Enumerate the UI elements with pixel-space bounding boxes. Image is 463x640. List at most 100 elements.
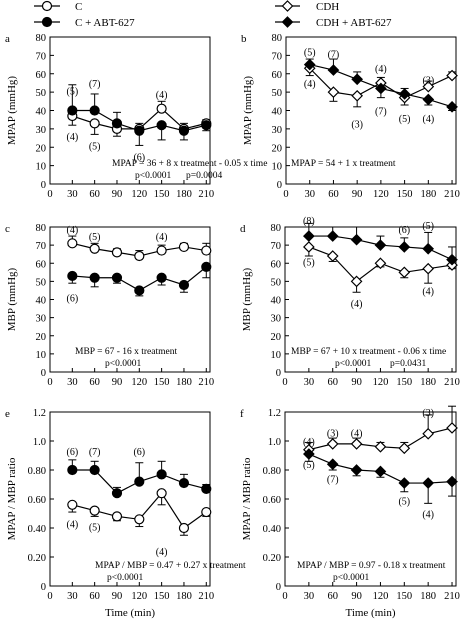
n-annotation: (5)	[66, 86, 78, 97]
n-annotation: (7)	[328, 50, 340, 61]
y-tick-label: 30	[272, 125, 283, 136]
data-point	[134, 285, 145, 296]
data-point	[111, 488, 123, 499]
panel-e: e 0 0.20 0.40 0.60 0.80 1.0 1.2 0 30 60 90 120 150 180…	[5, 408, 246, 619]
y-tick-label: 20	[271, 332, 282, 343]
p-value: p=0.0431	[390, 359, 426, 369]
data-point	[89, 105, 100, 116]
y-tick-label: 0	[41, 368, 46, 379]
n-annotation: (4)	[303, 437, 315, 448]
y-tick-label: 80	[36, 223, 47, 234]
y-tick-label: 40	[36, 107, 47, 118]
series-cdh	[303, 241, 458, 293]
x-tick-label: 150	[154, 189, 170, 200]
y-tick-label: 50	[271, 277, 282, 288]
x-tick-label: 210	[444, 189, 460, 200]
data-point	[201, 483, 212, 494]
data-point	[350, 233, 363, 246]
x-tick-label: 30	[67, 377, 78, 388]
n-annotation: (5)	[89, 141, 101, 152]
y-tick-label: 50	[36, 277, 47, 288]
x-tick-label: 30	[67, 591, 78, 602]
x-tick-label: 150	[396, 377, 412, 388]
n-annotation: (4)	[351, 299, 363, 310]
data-point	[111, 247, 123, 258]
data-point	[446, 253, 458, 266]
n-annotation: (4)	[375, 64, 387, 75]
data-point	[67, 238, 78, 249]
plot-frame	[49, 411, 211, 587]
data-point	[201, 261, 212, 272]
p-value: p<0.0001	[107, 573, 143, 583]
panel-b: b 0 10 20 30 40 50 60 70 80 0 30 60 90 120 150 180 210 MPA…	[241, 33, 460, 200]
data-point	[374, 239, 387, 251]
data-point	[446, 100, 458, 113]
data-point	[446, 475, 458, 488]
p-value: p=0.0004	[186, 171, 222, 181]
x-tick-label: 210	[198, 591, 214, 602]
y-tick-label: 1.2	[268, 408, 281, 419]
panel-c: c 0 10 20 30 40 50 60 70 80 0 30 60 90 120 150 180 210 MBP…	[5, 223, 214, 388]
n-annotation: (3)	[351, 119, 363, 130]
data-point	[326, 438, 339, 450]
n-annotation: (5)	[89, 232, 101, 243]
y-tick-label: 0	[41, 582, 46, 593]
y-tick-label: 0.40	[263, 524, 281, 535]
x-tick-label: 60	[89, 591, 100, 602]
y-tick-label: 30	[36, 314, 47, 325]
p-value: p<0.0001	[135, 171, 171, 181]
data-point	[374, 440, 387, 453]
x-tick-label: 210	[444, 591, 460, 602]
n-annotation: (4)	[351, 428, 363, 439]
data-point	[156, 488, 167, 499]
x-tick-label: 180	[176, 591, 192, 602]
data-point	[89, 272, 100, 283]
n-annotation: (6)	[66, 294, 78, 305]
n-annotation: (5)	[303, 257, 315, 268]
y-tick-label: 10	[271, 350, 282, 361]
n-annotation: (4)	[422, 510, 434, 521]
data-point	[156, 272, 167, 283]
x-tick-label: 120	[373, 377, 389, 388]
data-point	[156, 245, 167, 256]
x-tick-label: 120	[131, 377, 147, 388]
x-tick-label: 120	[373, 189, 389, 200]
x-tick-label: 150	[397, 189, 413, 200]
y-axis-label: MPAP (mmHg)	[6, 76, 18, 146]
y-tick-label: 80	[271, 223, 282, 234]
y-tick-label: 20	[36, 332, 47, 343]
data-point	[422, 262, 435, 275]
data-point	[326, 250, 339, 262]
y-tick-label: 0	[276, 582, 281, 593]
data-point	[350, 275, 363, 288]
p-value: p<0.0001	[335, 359, 371, 369]
n-annotation: (4)	[304, 79, 316, 90]
x-tick-label: 180	[420, 377, 436, 388]
data-point	[351, 73, 364, 86]
data-point	[327, 64, 340, 76]
data-point	[422, 477, 435, 489]
panel-label: b	[241, 33, 247, 45]
n-annotation: (5)	[89, 523, 101, 534]
data-point	[178, 279, 190, 291]
data-point	[111, 511, 123, 522]
y-tick-label: 1.0	[33, 437, 46, 448]
y-tick-label: 10	[36, 162, 47, 173]
y-tick-label: 60	[36, 259, 47, 270]
n-annotation: (6)	[398, 225, 410, 236]
panel-d: d 0 10 20 30 40 50 60 70 80 0 30 60 90 120 150 180 210 MBP…	[240, 216, 460, 388]
data-point	[374, 465, 387, 478]
y-tick-label: 50	[36, 88, 47, 99]
p-value: p<0.0001	[333, 573, 369, 583]
y-tick-label: 70	[36, 51, 47, 62]
x-tick-label: 0	[282, 591, 287, 602]
data-point	[326, 458, 339, 471]
x-tick-label: 150	[154, 377, 170, 388]
x-tick-label: 210	[198, 189, 214, 200]
y-tick-label: 70	[271, 241, 282, 252]
x-tick-label: 30	[304, 377, 315, 388]
y-tick-label: 40	[36, 296, 47, 307]
panel-a: a 0 10 20 30 40 50 60 70 80 0 30 60 90 120 150 180 210 MPA…	[5, 33, 267, 200]
data-point	[422, 427, 435, 440]
x-tick-label: 120	[131, 591, 147, 602]
